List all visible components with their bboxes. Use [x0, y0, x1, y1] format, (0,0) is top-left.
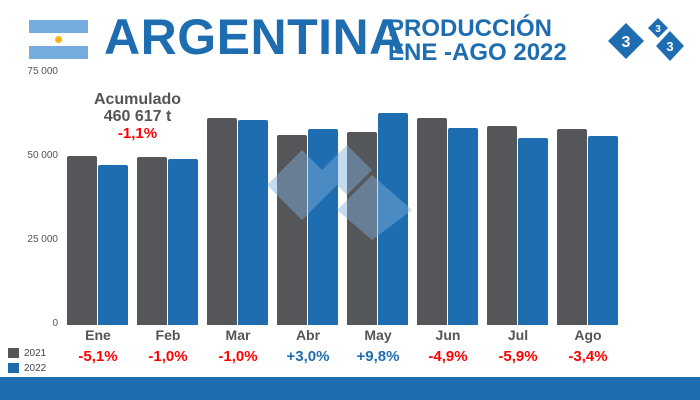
bar-mar-2022: [238, 120, 268, 325]
y-tick-label: 25 000: [27, 233, 58, 245]
brand-logo-icon: 3 3 3: [608, 18, 684, 61]
bar-ago-2021: [557, 129, 587, 325]
x-tick-label: May: [364, 327, 392, 343]
bar-jul-2022: [518, 137, 548, 325]
footer-bar: [0, 377, 700, 400]
x-tick-label: Mar: [225, 327, 251, 343]
change-label: -4,9%: [428, 348, 468, 365]
x-tick-label: Jun: [435, 327, 461, 343]
change-label: +3,0%: [286, 348, 330, 365]
x-tick-label: Ago: [574, 327, 602, 343]
subtitle-line2: ENE -AGO 2022: [388, 39, 567, 66]
bar-ene-2021: [67, 156, 97, 325]
change-label: -5,1%: [78, 348, 118, 365]
x-tick-label: Jul: [507, 327, 529, 343]
bar-abr-2021: [277, 135, 307, 325]
svg-text:3: 3: [666, 39, 673, 54]
page-subtitle: PRODUCCIÓN ENE -AGO 2022: [388, 17, 567, 65]
y-tick-label: 0: [52, 318, 58, 329]
cumulative-total: 460 617 t: [103, 108, 172, 125]
bar-may-2021: [347, 132, 377, 325]
bar-may-2022: [378, 113, 408, 325]
x-tick-label: Ene: [85, 327, 111, 343]
bar-mar-2021: [207, 117, 237, 325]
bar-feb-2022: [168, 158, 198, 325]
legend-label: 2021: [24, 348, 47, 359]
change-label: -5,9%: [498, 348, 538, 365]
cumulative-annotation: Acumulado 460 617 t -1,1%: [80, 91, 195, 142]
x-tick-label: Abr: [295, 327, 321, 343]
subtitle-line1: PRODUCCIÓN: [388, 15, 553, 42]
svg-text:3: 3: [622, 34, 631, 51]
bar-feb-2021: [137, 157, 167, 325]
change-label: +9,8%: [356, 348, 400, 365]
legend-label: 2022: [24, 363, 47, 374]
cumulative-change: -1,1%: [117, 125, 158, 142]
bar-jun-2022: [448, 128, 478, 325]
cumulative-label: Acumulado: [93, 91, 182, 108]
bar-abr-2022: [308, 129, 338, 325]
x-tick-label: Feb: [155, 327, 181, 343]
change-label: -3,4%: [568, 348, 608, 365]
argentina-flag-icon: [29, 20, 88, 59]
bar-ene-2022: [98, 165, 128, 325]
y-tick-label: 50 000: [27, 149, 58, 161]
bar-jun-2021: [417, 118, 447, 325]
y-tick-label: 75 000: [27, 65, 58, 77]
change-label: -1,0%: [218, 348, 258, 365]
svg-text:3: 3: [655, 24, 661, 35]
legend-item-2021: 2021: [8, 348, 46, 359]
bar-ago-2022: [588, 135, 618, 325]
bar-jul-2021: [487, 126, 517, 325]
change-label: -1,0%: [148, 348, 188, 365]
watermark-logo-icon: [267, 145, 412, 240]
legend-swatch-2021: [8, 348, 19, 359]
legend-item-2022: 2022: [8, 363, 46, 374]
page-title: ARGENTINA: [104, 9, 406, 65]
legend-swatch-2022: [8, 363, 19, 374]
